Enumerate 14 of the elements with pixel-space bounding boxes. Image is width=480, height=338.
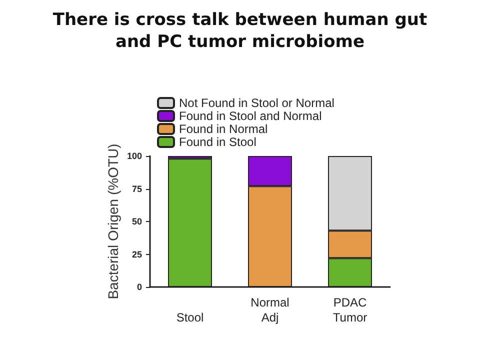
legend-label: Found in Normal — [179, 122, 268, 136]
x-tick-label: PDAC Tumor — [332, 296, 368, 324]
y-tick-label: 100 — [126, 151, 142, 161]
legend-label: Found in Stool and Normal — [179, 109, 322, 123]
y-axis-title: Bacterial Origen (%OTU) — [105, 144, 121, 300]
y-tick-label: 25 — [132, 249, 142, 260]
legend-label: Not Found in Stool or Normal — [179, 96, 334, 110]
y-tick-label: 75 — [132, 184, 142, 194]
y-tick-label: 50 — [132, 216, 142, 226]
y-tick-label: 0 — [136, 282, 142, 292]
legend-label: Found in Stool — [179, 135, 256, 149]
x-tick-label: Normal Adj — [250, 296, 290, 324]
x-tick-label: Stool — [176, 310, 204, 324]
chart-title: There is cross talk between human gut and PC tumor microbiome — [52, 10, 428, 52]
